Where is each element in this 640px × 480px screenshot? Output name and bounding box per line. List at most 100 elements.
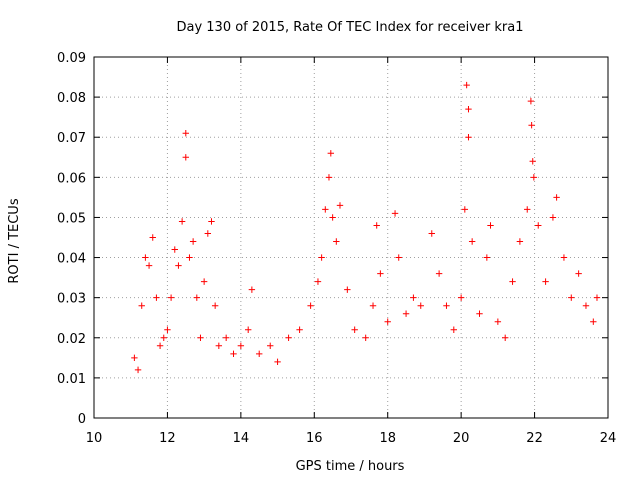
y-axis-label: ROTI / TECUs bbox=[7, 198, 22, 283]
x-tick-label: 18 bbox=[379, 431, 396, 446]
x-tick-label: 16 bbox=[306, 431, 323, 446]
x-tick-label: 12 bbox=[159, 431, 176, 446]
data-point bbox=[325, 174, 333, 181]
ticks: 10 12 14 16 18 20 22 24 0 0.01 0.02 0.03 0.04 0.05 0.0… bbox=[57, 51, 616, 446]
data-point bbox=[329, 214, 336, 221]
plot-frame bbox=[93, 56, 609, 419]
data-point bbox=[502, 334, 509, 341]
data-point bbox=[138, 302, 145, 309]
data-point bbox=[524, 206, 531, 213]
data-point bbox=[568, 294, 575, 301]
data-point bbox=[160, 334, 167, 341]
data-point bbox=[314, 278, 322, 285]
data-point bbox=[351, 326, 358, 333]
data-point bbox=[256, 350, 263, 358]
data-point bbox=[237, 342, 245, 349]
data-point bbox=[204, 230, 212, 237]
grid bbox=[94, 57, 608, 418]
x-axis-label: GPS time / hours bbox=[296, 459, 405, 474]
data-point bbox=[307, 302, 314, 309]
y-tick-label: 0.04 bbox=[57, 252, 86, 267]
data-point bbox=[230, 350, 237, 358]
data-point bbox=[215, 342, 223, 349]
chart-title: Day 130 of 2015, Rate Of TEC Index for r… bbox=[176, 20, 523, 35]
data-point bbox=[318, 254, 325, 261]
data-point bbox=[131, 354, 138, 362]
x-tick-label: 14 bbox=[233, 431, 250, 446]
data-point bbox=[336, 202, 344, 209]
y-tick-label: 0.08 bbox=[57, 91, 86, 106]
data-point bbox=[530, 174, 538, 181]
data-point bbox=[193, 294, 200, 301]
data-point bbox=[322, 206, 329, 213]
data-point bbox=[377, 270, 384, 277]
data-point bbox=[267, 342, 274, 349]
data-point bbox=[296, 326, 303, 333]
data-point bbox=[468, 238, 476, 245]
y-tick-label: 0.05 bbox=[57, 211, 86, 226]
data-point bbox=[167, 294, 175, 301]
data-point bbox=[410, 294, 417, 301]
data-point bbox=[417, 302, 424, 309]
data-point bbox=[197, 334, 204, 341]
data-point bbox=[509, 278, 516, 285]
data-point bbox=[465, 105, 472, 113]
data-point bbox=[593, 294, 601, 301]
data-point bbox=[528, 121, 535, 129]
data-point bbox=[542, 278, 549, 285]
data-point bbox=[142, 254, 149, 261]
y-tick-label: 0 bbox=[78, 412, 86, 427]
data-point bbox=[182, 130, 189, 137]
data-point bbox=[516, 238, 524, 245]
data-point bbox=[553, 194, 560, 201]
data-point bbox=[222, 334, 230, 341]
data-point bbox=[145, 262, 153, 269]
data-point bbox=[211, 302, 219, 309]
data-point bbox=[463, 81, 470, 89]
data-point bbox=[175, 262, 182, 269]
data-point bbox=[369, 302, 377, 309]
data-point bbox=[248, 286, 256, 293]
x-tick-label: 10 bbox=[86, 431, 103, 446]
data-point bbox=[461, 206, 469, 213]
y-tick-label: 0.02 bbox=[57, 332, 86, 347]
data-point bbox=[402, 310, 410, 317]
data-point bbox=[575, 270, 582, 277]
data-point bbox=[344, 286, 351, 293]
data-point bbox=[274, 358, 281, 366]
data-point bbox=[483, 254, 491, 261]
y-tick-label: 0.09 bbox=[57, 51, 86, 66]
data-point bbox=[549, 214, 557, 221]
data-point bbox=[208, 218, 215, 225]
data-point bbox=[153, 294, 160, 301]
data-point bbox=[285, 334, 292, 341]
data-point bbox=[535, 222, 542, 229]
data-point bbox=[487, 222, 494, 229]
data-point bbox=[373, 222, 380, 229]
data-points bbox=[131, 81, 601, 374]
data-point bbox=[560, 254, 568, 261]
data-point bbox=[428, 230, 435, 237]
data-point bbox=[582, 302, 590, 309]
data-point bbox=[391, 210, 399, 217]
y-tick-label: 0.07 bbox=[57, 131, 86, 146]
y-tick-label: 0.06 bbox=[57, 171, 86, 186]
x-tick-label: 20 bbox=[453, 431, 470, 446]
data-point bbox=[476, 310, 483, 317]
data-point bbox=[171, 246, 178, 253]
data-point bbox=[327, 150, 335, 157]
data-point bbox=[245, 326, 252, 333]
data-point bbox=[494, 318, 502, 325]
data-point bbox=[465, 134, 472, 141]
data-point bbox=[527, 97, 535, 105]
data-point bbox=[590, 318, 597, 325]
data-point bbox=[529, 158, 536, 165]
data-point bbox=[164, 326, 171, 333]
data-point bbox=[333, 238, 340, 245]
data-point bbox=[156, 342, 164, 349]
data-point bbox=[435, 270, 443, 277]
data-point bbox=[395, 254, 402, 261]
x-tick-label: 24 bbox=[600, 431, 617, 446]
data-point bbox=[149, 234, 156, 241]
